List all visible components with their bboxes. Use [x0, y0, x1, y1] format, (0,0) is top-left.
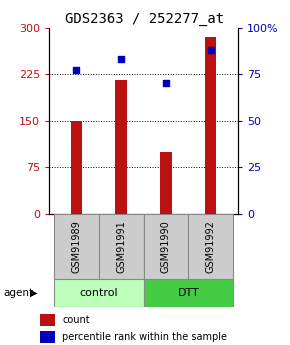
Bar [40, 331, 55, 343]
Bar [160, 152, 172, 214]
Bar [205, 37, 216, 214]
Text: ▶: ▶ [30, 288, 37, 298]
Bar [54, 214, 99, 279]
Text: GDS2363 / 252277_at: GDS2363 / 252277_at [66, 12, 224, 26]
Bar [99, 214, 144, 279]
Text: agent: agent [3, 288, 33, 298]
Bar [54, 279, 144, 307]
Point [164, 81, 168, 86]
Text: DTT: DTT [177, 288, 199, 298]
Bar [144, 279, 233, 307]
Point [119, 57, 124, 62]
Bar [71, 121, 82, 214]
Text: GSM91992: GSM91992 [206, 220, 216, 273]
Bar [144, 214, 189, 279]
Text: control: control [79, 288, 118, 298]
Point [209, 47, 213, 53]
Text: count: count [62, 315, 90, 325]
Point [74, 68, 79, 73]
Text: GSM91991: GSM91991 [116, 220, 126, 273]
Text: GSM91990: GSM91990 [161, 220, 171, 273]
Bar [188, 214, 233, 279]
Text: GSM91989: GSM91989 [71, 220, 81, 273]
Text: percentile rank within the sample: percentile rank within the sample [62, 333, 227, 342]
Bar [40, 314, 55, 326]
Bar [115, 80, 127, 214]
